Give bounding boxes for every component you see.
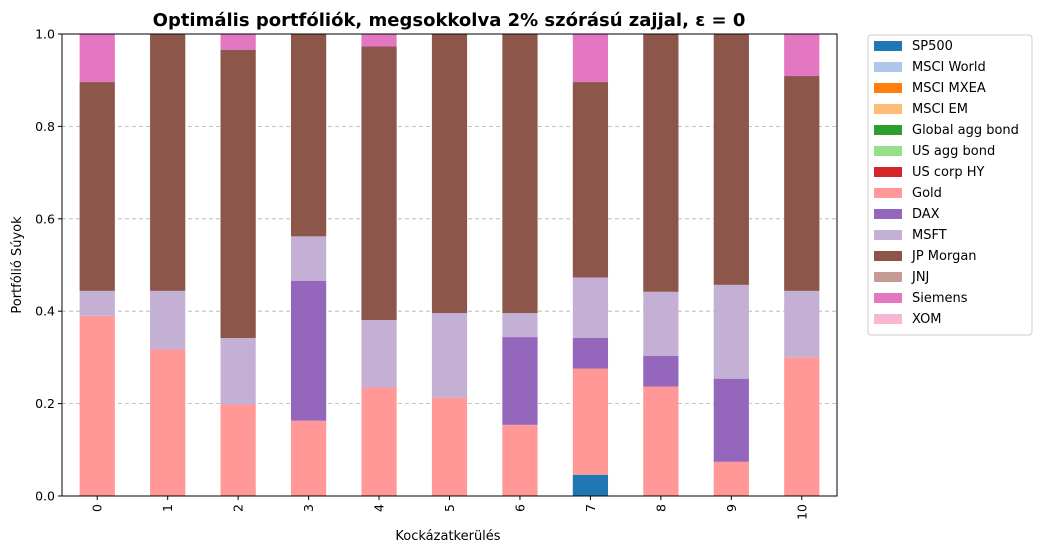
bar-segment [643, 291, 679, 357]
legend-label: MSCI MXEA [912, 81, 986, 96]
plot-frame [61, 33, 838, 497]
legend-swatch [874, 230, 902, 240]
y-tick-label: 0.8 [35, 119, 55, 134]
legend: SP500 MSCI World MSCI MXEA MSCI EM Global ag… [867, 34, 1033, 336]
bar-segment [502, 337, 538, 425]
legend-label: DAX [912, 207, 940, 222]
legend-label: Global agg bond [912, 123, 1019, 138]
legend-swatch [874, 293, 902, 303]
legend-label: JNJ [911, 270, 929, 285]
chart-title: Optimális portfóliók, megsokkolva 2% szó… [153, 10, 746, 31]
legend-swatch [874, 62, 902, 72]
bar-segment [572, 34, 609, 83]
bar-segment [290, 34, 327, 237]
legend-label: MSFT [912, 228, 947, 243]
x-tick-label: 8 [653, 504, 668, 512]
bar-segment [79, 290, 115, 316]
y-tick-label: 0.4 [35, 304, 55, 319]
x-tick-label: 10 [794, 504, 809, 520]
legend-label: US agg bond [912, 144, 995, 159]
bar-segment [784, 290, 820, 358]
legend-swatch [874, 104, 902, 114]
bar-segment [290, 420, 327, 496]
bar-segment [713, 284, 749, 379]
y-tick-label: 0.6 [35, 211, 55, 226]
legend-swatch [874, 125, 902, 135]
bar-segment [572, 277, 609, 338]
bar-segment [643, 356, 679, 387]
bar-segment [220, 34, 256, 50]
bar-segment [784, 357, 820, 496]
legend-label: MSCI World [912, 60, 986, 75]
bar-segment [290, 280, 327, 421]
x-tick-label: 5 [442, 504, 457, 512]
x-tick-label: 2 [231, 504, 246, 512]
bar-segment [572, 82, 609, 278]
bar-segment [290, 236, 327, 281]
y-tick-label: 0.0 [35, 489, 55, 504]
bar-segment [643, 386, 679, 496]
legend-swatch [874, 146, 902, 156]
bar-segment [784, 76, 820, 291]
bar-segment [713, 461, 749, 496]
bar-segment [150, 290, 186, 350]
x-tick-label: 9 [724, 504, 739, 512]
legend-swatch [874, 83, 902, 93]
x-tick-label: 7 [583, 504, 598, 512]
legend-label: US corp HY [912, 165, 985, 180]
bar-segment [79, 34, 115, 83]
bar-segment [784, 34, 820, 77]
legend-swatch [874, 167, 902, 177]
bar-segment [361, 46, 397, 320]
bar-segment [361, 34, 397, 47]
y-axis-title: Portfólió Súyok [10, 216, 25, 314]
x-tick-label: 3 [301, 504, 316, 512]
bar-segment [220, 337, 256, 405]
bar-segment [150, 34, 186, 291]
x-tick-label: 6 [512, 504, 527, 512]
x-tick-label: 1 [160, 504, 175, 512]
axes: 0.0 0.2 0.4 0.6 0.8 1.0 0 1 2 3 4 5 6 7 8 9 10 [35, 27, 838, 520]
bar-segment [572, 368, 609, 475]
bar-segment [220, 49, 256, 338]
bar-segment [79, 315, 115, 496]
bar-segment [220, 404, 256, 496]
bar-segment [572, 474, 609, 496]
bar-segment [79, 82, 115, 291]
bar-segment [431, 313, 468, 398]
y-tick-label: 1.0 [35, 27, 55, 42]
bar-segment [713, 378, 749, 462]
legend-swatch [874, 41, 902, 51]
x-axis-title: Kockázatkerülés [395, 529, 500, 544]
legend-label: Siemens [912, 291, 968, 306]
bar-segment [431, 397, 468, 496]
legend-label: Gold [912, 186, 942, 201]
bar-segment [431, 34, 468, 314]
bar-segment [502, 313, 538, 338]
legend-label: XOM [912, 312, 942, 327]
legend-label: MSCI EM [912, 102, 968, 117]
legend-swatch [874, 272, 902, 282]
bar-segment [713, 34, 749, 285]
legend-swatch [874, 251, 902, 261]
bars [79, 34, 820, 496]
bar-segment [361, 387, 397, 496]
legend-swatch [874, 188, 902, 198]
bar-segment [643, 34, 679, 292]
bar-segment [361, 319, 397, 388]
bar-segment [572, 337, 609, 369]
bar-segment [502, 34, 538, 314]
legend-box [867, 34, 1033, 336]
x-tick-label: 4 [372, 504, 387, 512]
x-tick-label: 0 [90, 504, 105, 512]
bar-segment [150, 349, 186, 496]
legend-label: JP Morgan [911, 249, 977, 264]
legend-label: SP500 [912, 39, 953, 54]
legend-swatch [874, 314, 902, 324]
legend-swatch [874, 209, 902, 219]
bar-segment [502, 424, 538, 496]
y-tick-label: 0.2 [35, 396, 55, 411]
